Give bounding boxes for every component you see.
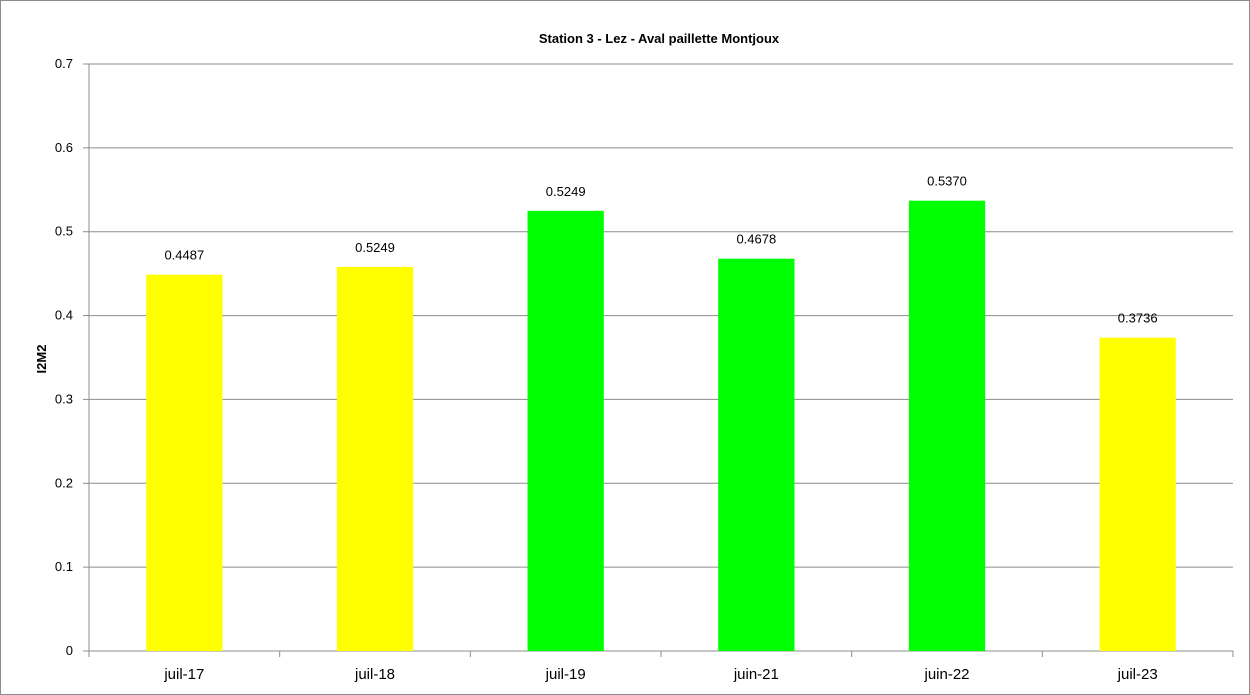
bar — [146, 274, 223, 651]
y-tick-label: 0 — [66, 643, 73, 658]
y-tick-label: 0.7 — [55, 56, 73, 71]
x-tick-label: juil-17 — [163, 666, 204, 683]
x-tick-label: juil-19 — [545, 666, 586, 683]
y-axis-label: I2M2 — [34, 345, 49, 374]
bar — [527, 210, 604, 651]
y-tick-label: 0.4 — [55, 308, 73, 323]
bar — [908, 200, 986, 652]
data-label: 0.4678 — [736, 232, 776, 247]
x-tick-label: juil-18 — [354, 666, 395, 683]
bars — [146, 200, 1176, 652]
y-tick-label: 0.6 — [55, 140, 73, 155]
data-label: 0.5370 — [927, 174, 967, 189]
bar — [336, 266, 414, 651]
data-label: 0.5249 — [546, 184, 586, 199]
data-label: 0.4487 — [164, 248, 204, 263]
x-tick-label: juin-21 — [733, 666, 779, 683]
data-labels: 0.4487 0.5249 0.5249 0.4678 0.5370 0.3736 — [164, 174, 1157, 326]
y-tick-label: 0.1 — [55, 559, 73, 574]
y-tick-label: 0.2 — [55, 475, 73, 490]
y-axis-ticks: 0 0.1 0.2 0.3 0.4 0.5 0.6 0.7 — [55, 56, 89, 658]
y-tick-label: 0.5 — [55, 224, 73, 239]
y-tick-label: 0.3 — [55, 391, 73, 406]
bar — [1099, 337, 1176, 651]
bar — [718, 258, 795, 651]
x-axis-ticks: juil-17 juil-18 juil-19 juin-21 juin-22 juil-… — [88, 651, 1234, 683]
gridlines — [88, 63, 1233, 652]
data-label: 0.3736 — [1118, 311, 1158, 326]
chart-title: Station 3 - Lez - Aval paillette Montjou… — [539, 31, 780, 46]
x-tick-label: juin-22 — [923, 666, 969, 683]
x-tick-label: juil-23 — [1117, 666, 1158, 683]
data-label: 0.5249 — [355, 240, 395, 255]
